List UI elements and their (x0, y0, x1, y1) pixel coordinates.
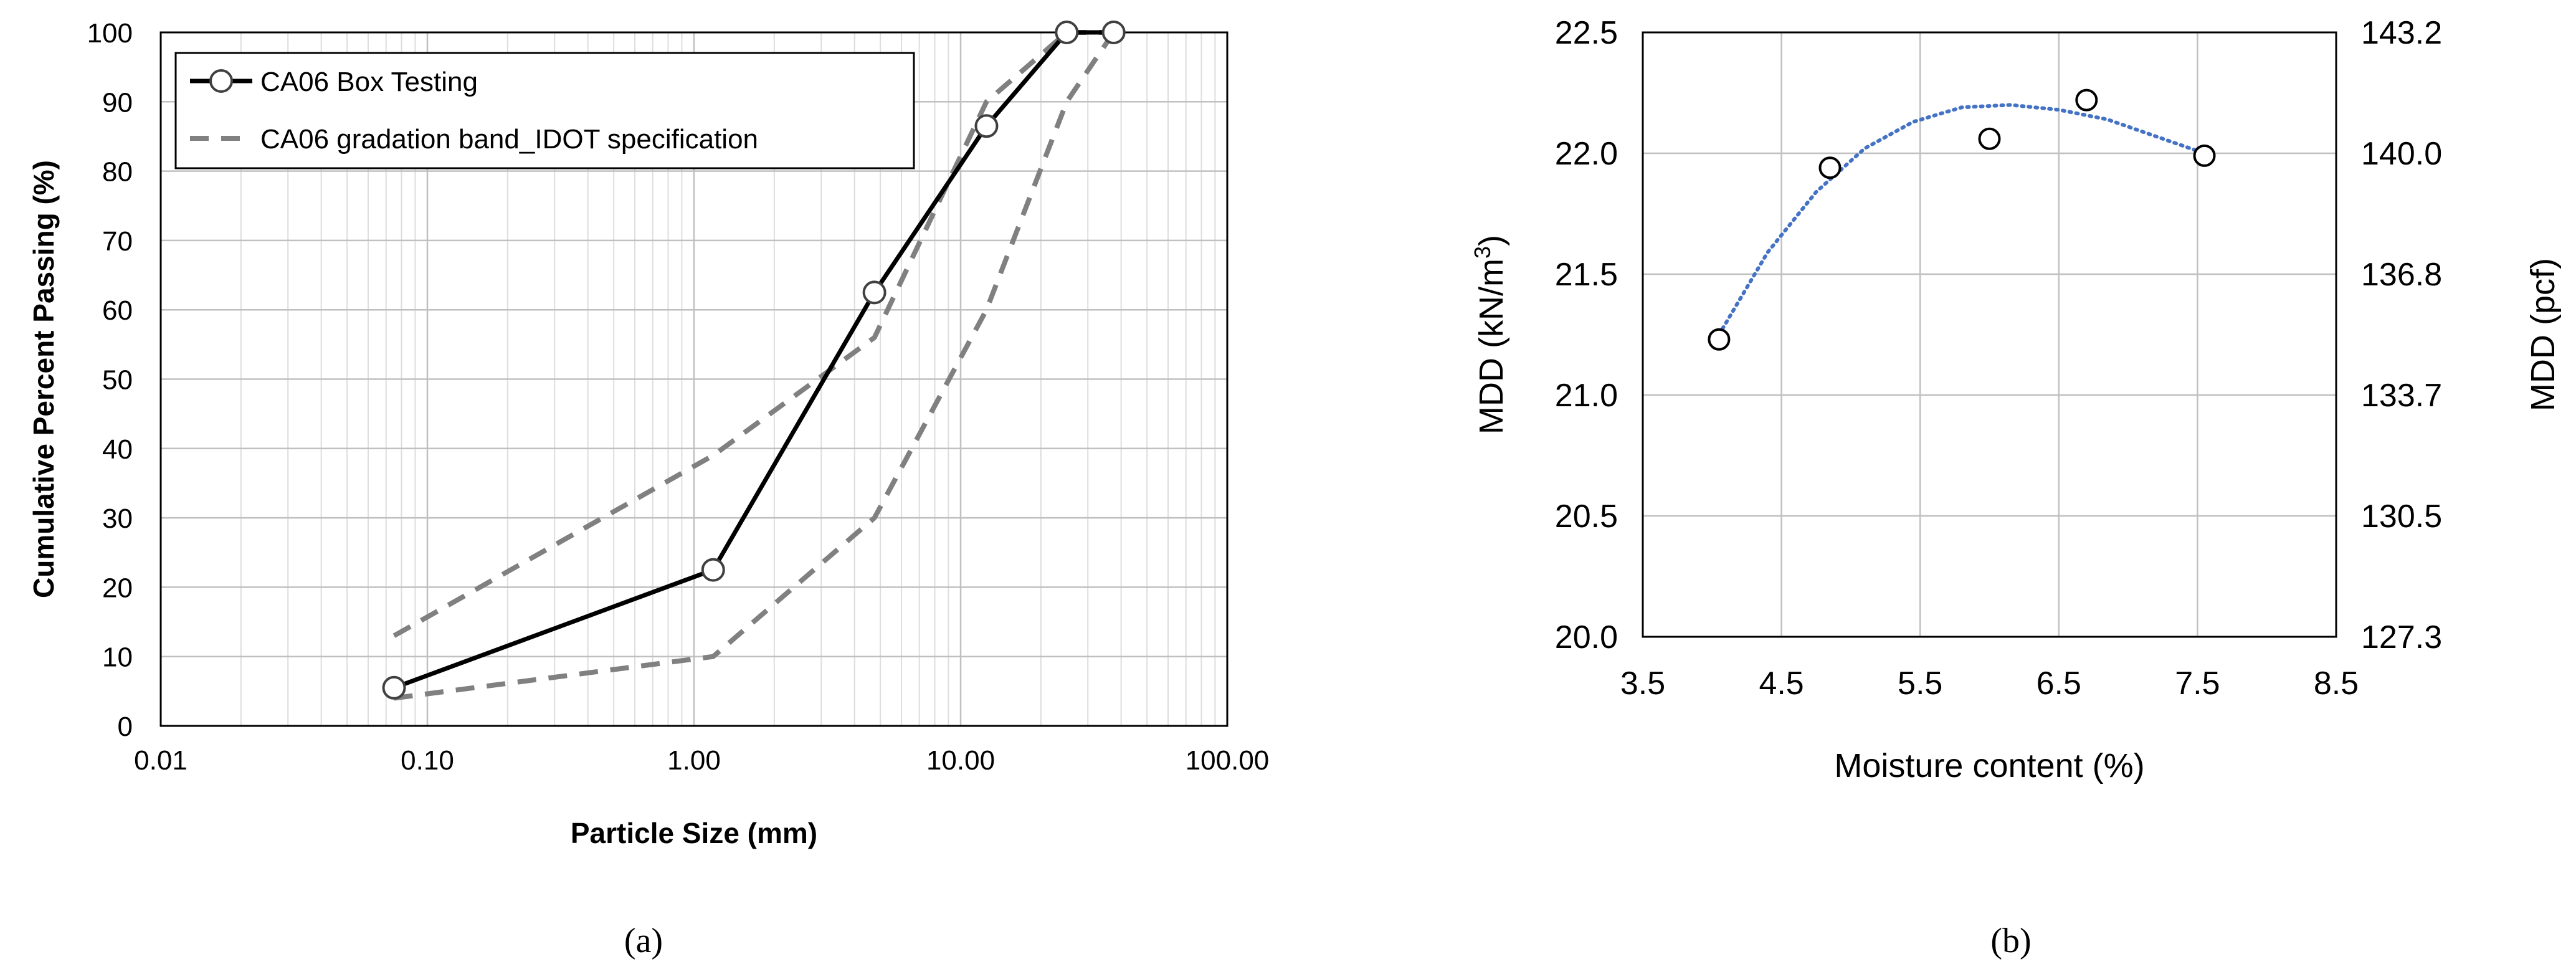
y-tick-label: 20.5 (1555, 498, 1618, 535)
x-tick-label: 4.5 (1759, 665, 1804, 702)
data-point (2075, 88, 2098, 112)
y-tick-label: 40 (102, 434, 133, 465)
legend-label-box-testing: CA06 Box Testing (260, 67, 478, 97)
caption-a: (a) (624, 922, 663, 960)
y-tick-label: 70 (102, 226, 133, 257)
y-right-tick-label: 136.8 (2361, 257, 2442, 293)
y-tick-label: 50 (102, 365, 133, 396)
plot-frame (159, 31, 1229, 727)
y-tick-label: 20.0 (1555, 619, 1618, 655)
y-tick-label: 20 (102, 573, 133, 603)
data-point (1708, 328, 1731, 351)
y-tick-label: 10 (102, 642, 133, 673)
data-point (2193, 144, 2216, 167)
x-tick-label: 0.01 (134, 745, 188, 776)
data-point-box-testing (1101, 21, 1126, 44)
data-point (1978, 127, 2001, 150)
legend-box (174, 52, 915, 169)
data-point-box-testing (974, 114, 999, 138)
data-point-box-testing (862, 280, 886, 305)
y-right-tick-label: 133.7 (2361, 378, 2442, 414)
legend-marker-box-testing (209, 69, 233, 93)
y-tick-label: 100 (87, 18, 133, 49)
data-point-box-testing (1055, 21, 1079, 44)
x-tick-label: 1.00 (667, 745, 721, 776)
y-tick-label: 21.5 (1555, 257, 1618, 293)
data-point-box-testing (701, 558, 725, 582)
y-right-tick-label: 143.2 (2361, 15, 2442, 51)
y-tick-label: 60 (102, 295, 133, 326)
plot-frame (1642, 31, 2337, 638)
x-axis-title: Moisture content (%) (1834, 747, 2144, 784)
y-tick-label: 90 (102, 87, 133, 118)
trendline (1717, 103, 2207, 336)
caption-b: (b) (1990, 922, 2031, 960)
series-line-idot-band (394, 31, 1116, 701)
y-right-tick-label: 130.5 (2361, 498, 2442, 535)
y-axis-title: Cumulative Percent Passing (%) (27, 160, 60, 598)
data-point-box-testing (382, 675, 406, 700)
y-tick-label: 0 (118, 712, 133, 742)
x-axis-title: Particle Size (mm) (571, 817, 817, 849)
x-tick-label: 10.00 (926, 745, 995, 776)
y-axis-title-left: MDD (kN/m3) (1470, 235, 1511, 434)
y-tick-label: 21.0 (1555, 378, 1618, 414)
data-point (1818, 156, 1842, 179)
x-tick-label: 0.10 (401, 745, 454, 776)
x-tick-label: 100.00 (1186, 745, 1270, 776)
x-tick-label: 3.5 (1620, 665, 1665, 702)
chart-b-compaction-curve: 3.5 4.5 5.5 6.5 7.5 8.5 20.0 20.5 21.0 21.5 22.0 22… (1470, 15, 2562, 784)
y-tick-label: 22.5 (1555, 15, 1618, 51)
y-right-tick-label: 127.3 (2361, 619, 2442, 655)
x-tick-label: 8.5 (2314, 665, 2359, 702)
legend-label-idot-band: CA06 gradation band_IDOT specification (260, 124, 758, 155)
y-tick-label: 30 (102, 503, 133, 534)
legend: CA06 Box Testing CA06 gradation band_IDOT… (174, 52, 915, 169)
y-right-tick-label: 140.0 (2361, 136, 2442, 172)
y-tick-label: 80 (102, 157, 133, 188)
x-tick-label: 7.5 (2175, 665, 2220, 702)
chart-a-particle-size-distribution: 0.01 0.10 1.00 10.00 100.00 0 10 20 30 40 50 60 70 80… (27, 18, 1269, 849)
y-axis-title-right: MDD (pcf) (2524, 258, 2562, 411)
x-tick-label: 6.5 (2037, 665, 2081, 702)
x-tick-label: 5.5 (1898, 665, 1942, 702)
y-tick-label: 22.0 (1555, 136, 1618, 172)
